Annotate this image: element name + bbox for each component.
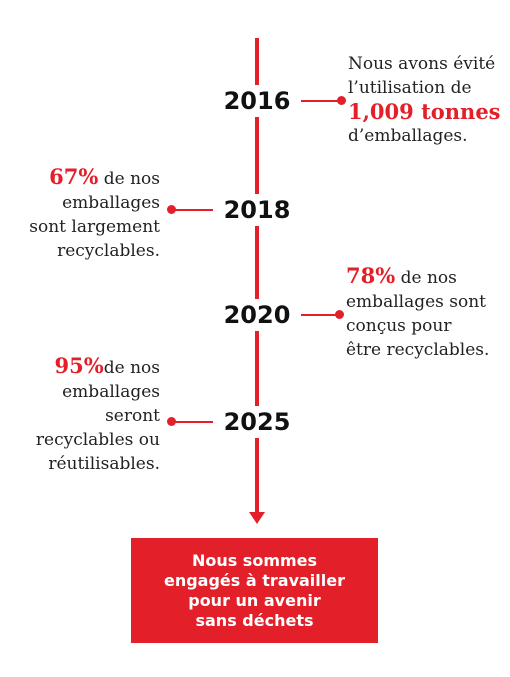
note-2016-highlight: 1,009 tonnes [348, 99, 501, 124]
note-2020-line-3: conçus pour [346, 316, 452, 336]
connector-2025 [175, 421, 213, 423]
connector-2020 [301, 314, 339, 316]
arrow-down-icon [249, 512, 265, 524]
note-2020-line-2: emballages sont [346, 292, 487, 312]
note-2018-line-1: 67% de nos [29, 165, 160, 191]
note-2018-line-4: recyclables. [57, 241, 160, 261]
commitment-box: Nous sommes engagés à travailler pour un… [131, 538, 378, 643]
note-2020-line-1: 78% de nos [346, 264, 489, 290]
note-2018-line-1-text: de nos [98, 169, 160, 189]
note-2020-line-1-text: de nos [395, 268, 457, 288]
note-2025-line-2: emballages [62, 382, 160, 402]
note-2018-line-3: sont largement [29, 217, 160, 237]
note-2016-line-2: l’utilisation de [348, 78, 472, 98]
note-2020-line-4: être recyclables. [346, 340, 490, 360]
note-2025: 95%de nos emballages seront recyclables … [36, 354, 160, 476]
note-2025-highlight: 95% [54, 353, 104, 378]
dot-2016 [337, 96, 346, 105]
year-label-2016: 2016 [212, 85, 302, 117]
note-2025-line-5: réutilisables. [48, 454, 160, 474]
note-2025-line-1-text: de nos [103, 358, 160, 378]
note-2016: Nous avons évité l’utilisation de 1,009 … [348, 52, 501, 148]
dot-2018 [167, 205, 176, 214]
commitment-line-1: Nous sommes [191, 550, 318, 570]
note-2020: 78% de nos emballages sont conçus pour ê… [346, 264, 489, 362]
year-label-2020: 2020 [212, 299, 302, 331]
commitment-line-3: pour un avenir [188, 590, 321, 610]
note-2025-line-1: 95%de nos [36, 354, 160, 380]
connector-2018 [175, 209, 213, 211]
note-2018: 67% de nos emballages sont largement rec… [29, 165, 160, 263]
year-label-2018: 2018 [212, 194, 302, 226]
commitment-text: Nous sommes engagés à travailler pour un… [164, 551, 345, 631]
commitment-line-4: sans déchets [195, 610, 314, 630]
note-2016-line-4: d’emballages. [348, 126, 468, 146]
note-2025-line-4: recyclables ou [35, 430, 160, 450]
commitment-line-2: engagés à travailler [163, 570, 345, 590]
note-2016-line-1: Nous avons évité [348, 54, 496, 74]
note-2018-line-2: emballages [62, 193, 160, 213]
note-2018-highlight: 67% [49, 164, 99, 189]
note-2020-highlight: 78% [346, 263, 396, 288]
note-2025-line-3: seront [105, 406, 160, 426]
year-label-2025: 2025 [212, 406, 302, 438]
connector-2016 [301, 100, 341, 102]
dot-2020 [335, 310, 344, 319]
timeline-axis [255, 38, 259, 515]
dot-2025 [167, 417, 176, 426]
